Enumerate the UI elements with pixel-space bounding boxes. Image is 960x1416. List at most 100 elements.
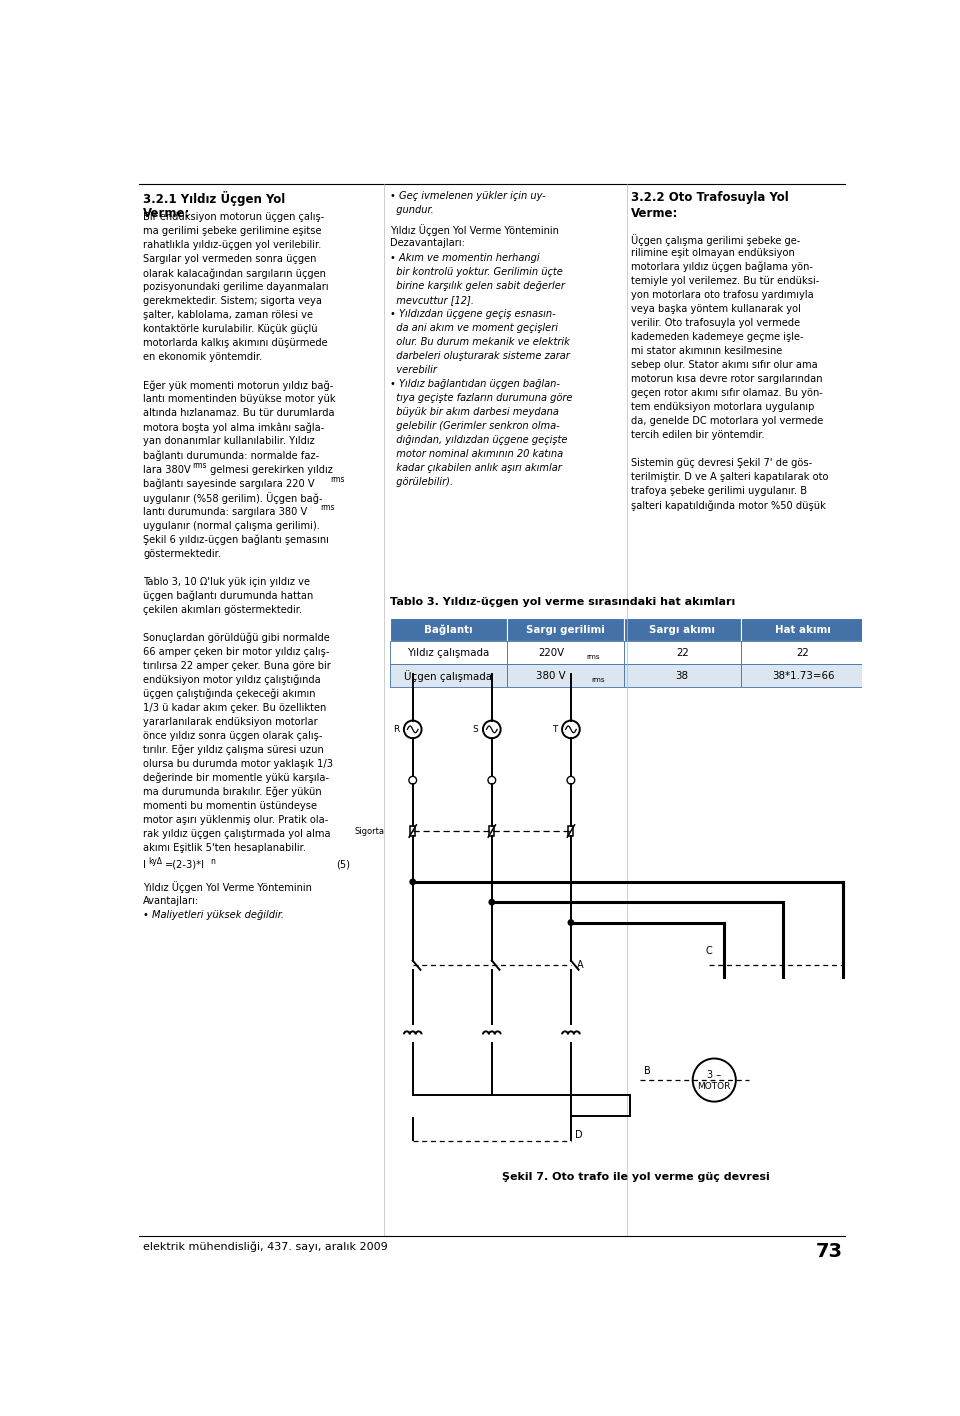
- Text: uygulanır (normal çalışma gerilimi).: uygulanır (normal çalışma gerilimi).: [143, 521, 320, 531]
- Text: rms: rms: [330, 476, 346, 484]
- Bar: [624, 617, 741, 641]
- Text: tem endüksiyon motorlara uygulanıp: tem endüksiyon motorlara uygulanıp: [631, 402, 814, 412]
- Text: • Geç ivmelenen yükler için uy-: • Geç ivmelenen yükler için uy-: [390, 191, 545, 201]
- Text: rms: rms: [591, 677, 605, 683]
- Text: rak yıldız üçgen çalıştırmada yol alma: rak yıldız üçgen çalıştırmada yol alma: [143, 828, 331, 838]
- Text: Eğer yük momenti motorun yıldız bağ-: Eğer yük momenti motorun yıldız bağ-: [143, 381, 333, 391]
- Text: bağlantı durumunda: normalde faz-: bağlantı durumunda: normalde faz-: [143, 450, 320, 462]
- Text: altında hızlanamaz. Bu tür durumlarda: altında hızlanamaz. Bu tür durumlarda: [143, 408, 335, 419]
- Text: • Yıldız bağlantıdan üçgen bağlan-: • Yıldız bağlantıdan üçgen bağlan-: [390, 379, 560, 389]
- Text: rms: rms: [321, 504, 335, 513]
- Text: Sargı akımı: Sargı akımı: [649, 624, 715, 634]
- Text: üçgen çalıştığında çekeceği akımın: üçgen çalıştığında çekeceği akımın: [143, 688, 316, 700]
- Bar: [624, 641, 741, 664]
- Circle shape: [490, 899, 494, 905]
- Text: sebep olur. Stator akımı sıfır olur ama: sebep olur. Stator akımı sıfır olur ama: [631, 360, 817, 370]
- Text: tırılır. Eğer yıldız çalışma süresi uzun: tırılır. Eğer yıldız çalışma süresi uzun: [143, 745, 324, 755]
- Text: da ani akım ve moment geçişleri: da ani akım ve moment geçişleri: [390, 323, 558, 333]
- Text: Tablo 3, 10 Ω'luk yük için yıldız ve: Tablo 3, 10 Ω'luk yük için yıldız ve: [143, 576, 310, 586]
- Text: ma durumunda bırakılır. Eğer yükün: ma durumunda bırakılır. Eğer yükün: [143, 787, 322, 797]
- Text: Üçgen çalışmada: Üçgen çalışmada: [404, 670, 492, 681]
- Text: Şekil 7. Oto trafo ile yol verme güç devresi: Şekil 7. Oto trafo ile yol verme güç dev…: [502, 1171, 770, 1182]
- Text: kontaktörle kurulabilir. Küçük güçlü: kontaktörle kurulabilir. Küçük güçlü: [143, 324, 318, 334]
- Text: 38*1.73=66: 38*1.73=66: [772, 671, 834, 681]
- Text: 38: 38: [676, 671, 688, 681]
- Text: akımı Eşitlik 5'ten hesaplanabilir.: akımı Eşitlik 5'ten hesaplanabilir.: [143, 843, 306, 852]
- Text: mi stator akımının kesilmesine: mi stator akımının kesilmesine: [631, 346, 781, 355]
- Bar: [568, 826, 573, 835]
- Circle shape: [568, 920, 574, 925]
- Text: verilir. Oto trafosuyla yol vermede: verilir. Oto trafosuyla yol vermede: [631, 319, 800, 329]
- Text: Yıldız Üçgen Yol Verme Yönteminin: Yıldız Üçgen Yol Verme Yönteminin: [143, 882, 312, 893]
- Text: gundur.: gundur.: [390, 205, 433, 215]
- Bar: [507, 664, 624, 687]
- Text: Bağlantı: Bağlantı: [423, 624, 472, 634]
- Text: 3.2.1 Yıldız Üçgen Yol: 3.2.1 Yıldız Üçgen Yol: [143, 191, 285, 207]
- Text: kademeden kademeye geçme işle-: kademeden kademeye geçme işle-: [631, 331, 804, 341]
- Text: elektrik mühendisliği, 437. sayı, aralık 2009: elektrik mühendisliği, 437. sayı, aralık…: [143, 1242, 388, 1252]
- Text: Üçgen çalışma gerilimi şebeke ge-: Üçgen çalışma gerilimi şebeke ge-: [631, 234, 800, 246]
- Text: 380 V: 380 V: [537, 671, 566, 681]
- Bar: [507, 641, 624, 664]
- Text: Sigorta: Sigorta: [355, 827, 385, 835]
- Text: veya başka yöntem kullanarak yol: veya başka yöntem kullanarak yol: [631, 304, 801, 314]
- Text: motorlara yıldız üçgen bağlama yön-: motorlara yıldız üçgen bağlama yön-: [631, 262, 812, 272]
- Text: lara 380V: lara 380V: [143, 464, 191, 474]
- Text: uygulanır (%58 gerilim). Üçgen bağ-: uygulanır (%58 gerilim). Üçgen bağ-: [143, 493, 323, 504]
- Text: motora boşta yol alma imkânı sağla-: motora boşta yol alma imkânı sağla-: [143, 422, 324, 433]
- Text: MOTOR: MOTOR: [698, 1082, 731, 1090]
- Text: çekilen akımları göstermektedir.: çekilen akımları göstermektedir.: [143, 605, 302, 615]
- Text: Tablo 3. Yıldız-üçgen yol verme sırasındaki hat akımları: Tablo 3. Yıldız-üçgen yol verme sırasınd…: [390, 596, 734, 606]
- Text: göstermektedir.: göstermektedir.: [143, 548, 221, 558]
- Text: R: R: [393, 725, 399, 733]
- Text: geçen rotor akımı sıfır olamaz. Bu yön-: geçen rotor akımı sıfır olamaz. Bu yön-: [631, 388, 823, 398]
- Text: rilimine eşit olmayan endüksiyon: rilimine eşit olmayan endüksiyon: [631, 248, 794, 258]
- Text: görülebilir).: görülebilir).: [390, 477, 453, 487]
- Text: endüksiyon motor yıldız çalıştığında: endüksiyon motor yıldız çalıştığında: [143, 675, 321, 685]
- Text: I: I: [143, 860, 146, 869]
- Text: Yıldız Üçgen Yol Verme Yönteminin: Yıldız Üçgen Yol Verme Yönteminin: [390, 224, 559, 235]
- Text: tıya geçişte fazların durumuna göre: tıya geçişte fazların durumuna göre: [390, 394, 572, 404]
- Text: en ekonomik yöntemdir.: en ekonomik yöntemdir.: [143, 353, 262, 362]
- Text: tercih edilen bir yöntemdir.: tercih edilen bir yöntemdir.: [631, 430, 764, 440]
- Text: momenti bu momentin üstündeyse: momenti bu momentin üstündeyse: [143, 801, 317, 811]
- Text: Sistemin güç devresi Şekil 7' de gös-: Sistemin güç devresi Şekil 7' de gös-: [631, 457, 812, 469]
- Text: şalter, kablolama, zaman rölesi ve: şalter, kablolama, zaman rölesi ve: [143, 310, 313, 320]
- Bar: [410, 826, 416, 835]
- Text: Sargı gerilimi: Sargı gerilimi: [526, 624, 605, 634]
- Text: motorlarda kalkış akımını düşürmede: motorlarda kalkış akımını düşürmede: [143, 338, 327, 348]
- Text: rms: rms: [192, 462, 206, 470]
- Text: lantı momentinden büyükse motor yük: lantı momentinden büyükse motor yük: [143, 395, 336, 405]
- Bar: [390, 617, 507, 641]
- Text: 66 amper çeken bir motor yıldız çalış-: 66 amper çeken bir motor yıldız çalış-: [143, 647, 329, 657]
- Text: A: A: [577, 960, 584, 970]
- Text: 1/3 ü kadar akım çeker. Bu özellikten: 1/3 ü kadar akım çeker. Bu özellikten: [143, 702, 326, 712]
- Text: 22: 22: [676, 647, 688, 657]
- Circle shape: [410, 879, 416, 885]
- Text: =(2-3)*I: =(2-3)*I: [165, 860, 205, 869]
- Text: Verme:: Verme:: [631, 207, 678, 219]
- Text: S: S: [472, 725, 478, 733]
- Text: rahatlıkla yıldız-üçgen yol verilebilir.: rahatlıkla yıldız-üçgen yol verilebilir.: [143, 241, 322, 251]
- Text: 22: 22: [797, 647, 809, 657]
- Text: bağlantı sayesinde sargılara 220 V: bağlantı sayesinde sargılara 220 V: [143, 479, 315, 489]
- Text: yan donanımlar kullanılabilir. Yıldız: yan donanımlar kullanılabilir. Yıldız: [143, 436, 315, 446]
- Text: üçgen bağlantı durumunda hattan: üçgen bağlantı durumunda hattan: [143, 590, 313, 602]
- Bar: [741, 617, 866, 641]
- Bar: [507, 617, 624, 641]
- Text: şalteri kapatıldığında motor %50 düşük: şalteri kapatıldığında motor %50 düşük: [631, 500, 826, 511]
- Text: bir kontrolü yoktur. Gerilimin üçte: bir kontrolü yoktur. Gerilimin üçte: [390, 268, 563, 278]
- Text: Verme:: Verme:: [143, 207, 191, 219]
- Bar: [390, 641, 507, 664]
- Text: 3 –: 3 –: [708, 1070, 721, 1080]
- Bar: [741, 664, 866, 687]
- Text: Bir endüksiyon motorun üçgen çalış-: Bir endüksiyon motorun üçgen çalış-: [143, 212, 324, 222]
- Text: gerekmektedir. Sistem; sigorta veya: gerekmektedir. Sistem; sigorta veya: [143, 296, 323, 306]
- Text: da, genelde DC motorlara yol vermede: da, genelde DC motorlara yol vermede: [631, 416, 823, 426]
- Text: 220V: 220V: [539, 647, 564, 657]
- Text: Yıldız çalışmada: Yıldız çalışmada: [407, 647, 490, 657]
- Text: Sargılar yol vermeden sonra üçgen: Sargılar yol vermeden sonra üçgen: [143, 255, 317, 265]
- Text: temiyle yol verilemez. Bu tür endüksi-: temiyle yol verilemez. Bu tür endüksi-: [631, 276, 819, 286]
- Text: • Yıldızdan üçgene geçiş esnasın-: • Yıldızdan üçgene geçiş esnasın-: [390, 309, 555, 319]
- Text: dığından, yıldızdan üçgene geçişte: dığından, yıldızdan üçgene geçişte: [390, 435, 567, 445]
